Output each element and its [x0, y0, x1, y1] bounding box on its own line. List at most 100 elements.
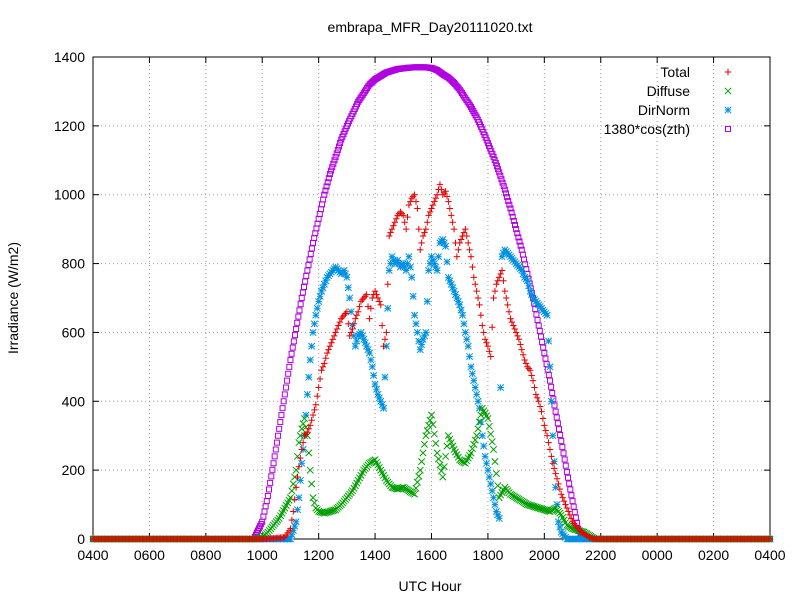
y-tick-label: 1400: [54, 49, 85, 65]
data-point: [308, 245, 315, 252]
x-tick-label: 2200: [585, 547, 616, 563]
data-point: [314, 392, 321, 400]
data-point: [560, 450, 567, 457]
data-point: [432, 439, 440, 448]
data-point: [294, 473, 301, 481]
data-point: [319, 363, 327, 371]
data-point: [280, 398, 287, 405]
data-point: [535, 322, 542, 329]
data-point: [508, 318, 516, 326]
data-point: [559, 444, 566, 451]
data-point: [407, 198, 414, 205]
data-point: [514, 332, 521, 340]
data-point: [430, 430, 438, 438]
data-point: [340, 312, 348, 319]
data-point: [484, 414, 492, 423]
data-point: [547, 397, 555, 405]
data-point: [499, 179, 506, 186]
data-point: [491, 156, 498, 163]
data-point: [559, 494, 566, 501]
data-point: [370, 371, 378, 380]
data-point: [445, 198, 452, 205]
data-point: [299, 289, 306, 296]
data-point: [449, 219, 456, 226]
data-point: [549, 460, 556, 467]
data-point: [558, 491, 565, 498]
data-point: [496, 274, 503, 281]
data-point: [264, 492, 271, 499]
data-point: [766, 535, 774, 543]
data-point: [278, 412, 285, 419]
data-point: [424, 219, 431, 226]
data-point: [322, 187, 329, 194]
data-point: [440, 189, 448, 197]
data-point: [296, 432, 304, 440]
data-point: [457, 306, 465, 314]
data-point: [532, 391, 540, 398]
data-point: [384, 281, 391, 288]
y-tick-label: 1200: [54, 118, 85, 134]
data-point: [349, 325, 356, 333]
data-point: [464, 342, 472, 350]
x-tick-label: 0400: [754, 547, 785, 563]
data-point: [287, 525, 294, 532]
data-point: [556, 485, 564, 493]
data-point: [448, 212, 455, 219]
series-total: [89, 181, 774, 543]
data-point: [322, 355, 329, 362]
data-point: [321, 191, 328, 198]
data-point: [539, 415, 547, 422]
data-point: [554, 420, 561, 427]
data-point: [431, 198, 438, 205]
data-point: [475, 418, 484, 426]
data-point: [521, 256, 528, 263]
data-point: [551, 465, 558, 472]
legend-marker: [724, 106, 732, 114]
data-point: [398, 484, 406, 492]
data-point: [462, 225, 469, 233]
data-point: [308, 342, 316, 350]
data-point: [519, 251, 526, 258]
data-point: [485, 422, 493, 430]
data-point: [427, 411, 436, 419]
data-point: [440, 463, 448, 471]
data-point: [497, 172, 504, 179]
data-point: [360, 294, 367, 302]
data-point: [411, 191, 418, 198]
data-point: [299, 439, 307, 446]
data-point: [550, 457, 558, 466]
data-point: [298, 446, 305, 453]
data-point: [497, 383, 505, 392]
data-point: [562, 462, 569, 469]
data-point: [534, 317, 541, 324]
data-point: [463, 232, 470, 240]
data-point: [443, 258, 451, 266]
data-point: [417, 246, 424, 253]
data-point: [584, 533, 592, 540]
data-point: [325, 346, 332, 353]
data-point: [523, 277, 531, 285]
y-tick-label: 600: [62, 324, 86, 340]
data-point: [572, 514, 579, 521]
data-point: [315, 297, 323, 305]
data-point: [473, 432, 481, 440]
data-point: [362, 293, 369, 300]
data-point: [510, 217, 517, 224]
data-point: [571, 509, 578, 516]
data-point: [305, 425, 312, 433]
data-point: [413, 478, 421, 486]
data-point: [307, 422, 314, 429]
data-point: [363, 291, 370, 298]
data-point: [460, 229, 468, 236]
data-point: [337, 140, 344, 147]
data-point: [288, 350, 295, 357]
data-point: [311, 235, 318, 242]
data-point: [260, 513, 267, 520]
data-point: [563, 468, 570, 475]
data-point: [522, 360, 530, 367]
data-point: [271, 453, 278, 460]
data-point: [307, 250, 314, 257]
data-point: [330, 160, 337, 167]
data-point: [515, 234, 522, 241]
data-point: [284, 377, 291, 384]
